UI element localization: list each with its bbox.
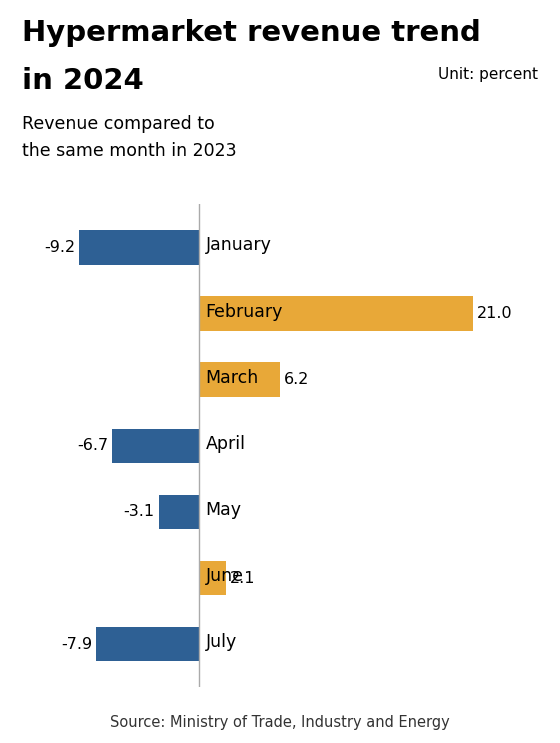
Text: Source: Ministry of Trade, Industry and Energy: Source: Ministry of Trade, Industry and …	[110, 715, 450, 730]
Text: -7.9: -7.9	[61, 637, 92, 652]
Text: March: March	[206, 369, 259, 386]
Bar	[112, 429, 199, 463]
Text: -9.2: -9.2	[44, 240, 76, 255]
Bar	[199, 296, 473, 331]
Text: June: June	[206, 567, 244, 585]
Text: Unit: percent: Unit: percent	[437, 67, 538, 82]
Text: May: May	[206, 501, 241, 519]
Bar	[158, 495, 199, 529]
Text: April: April	[206, 435, 246, 452]
Bar	[96, 627, 199, 661]
Text: 6.2: 6.2	[284, 372, 309, 387]
Bar	[199, 363, 280, 397]
Text: Revenue compared to
the same month in 2023: Revenue compared to the same month in 20…	[22, 115, 237, 160]
Text: -6.7: -6.7	[77, 438, 108, 453]
Bar	[80, 230, 199, 265]
Text: January: January	[206, 236, 272, 254]
Bar	[199, 561, 226, 595]
Text: 2.1: 2.1	[230, 571, 256, 585]
Text: February: February	[206, 302, 283, 320]
Text: Hypermarket revenue trend: Hypermarket revenue trend	[22, 19, 481, 47]
Text: 21.0: 21.0	[477, 306, 512, 321]
Text: -3.1: -3.1	[124, 504, 155, 519]
Text: in 2024: in 2024	[22, 67, 144, 95]
Text: July: July	[206, 633, 237, 652]
